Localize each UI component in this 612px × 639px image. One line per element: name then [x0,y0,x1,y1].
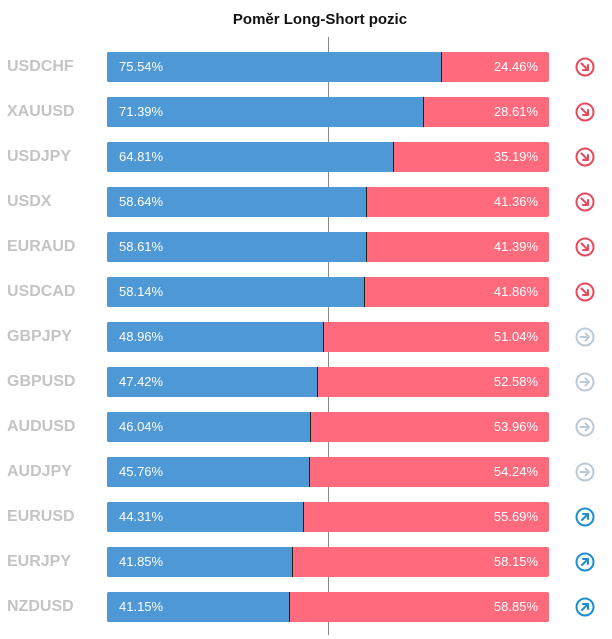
pair-row: EURUSD 44.31% 55.69% [0,500,612,534]
pair-symbol: USDCHF [7,58,74,75]
ratio-bar: 71.39% 28.61% [107,97,549,127]
long-segment [107,52,441,82]
short-percent-label: 51.04% [493,329,538,344]
long-segment [107,412,311,442]
ratio-bar: 44.31% 55.69% [107,502,549,532]
long-percent-label: 64.81% [119,149,164,164]
down-arrow-icon [575,102,595,122]
right-arrow-icon [575,462,595,482]
ratio-bar: 58.64% 41.36% [107,187,549,217]
up-arrow-icon [575,507,595,527]
pair-row: AUDUSD 46.04% 53.96% [0,410,612,444]
short-percent-label: 52.58% [493,374,538,389]
short-percent-label: 55.69% [493,509,538,524]
short-percent-label: 35.19% [493,149,538,164]
down-arrow-icon [575,282,595,302]
ratio-bar: 75.54% 24.46% [107,52,549,82]
down-arrow-icon [575,192,595,212]
pair-row: NZDUSD 41.15% 58.85% [0,590,612,624]
pair-row: USDCAD 58.14% 41.86% [0,275,612,309]
long-percent-label: 48.96% [119,329,164,344]
pair-symbol: USDJPY [7,148,72,165]
long-percent-label: 44.31% [119,509,164,524]
long-segment [107,277,364,307]
ratio-bar: 58.14% 41.86% [107,277,549,307]
pair-row: AUDJPY 45.76% 54.24% [0,455,612,489]
ratio-bar: 64.81% 35.19% [107,142,549,172]
long-percent-label: 58.14% [119,284,164,299]
ratio-bar: 58.61% 41.39% [107,232,549,262]
pair-row: EURJPY 41.85% 58.15% [0,545,612,579]
short-percent-label: 41.86% [493,284,538,299]
short-percent-label: 58.85% [493,599,538,614]
pair-symbol: EURUSD [7,508,75,525]
down-arrow-icon [575,237,595,257]
long-percent-label: 71.39% [119,104,164,119]
long-segment [107,367,317,397]
pair-symbol: AUDJPY [7,463,72,480]
pair-symbol: EURJPY [7,553,72,570]
long-segment [107,457,310,487]
pair-row: USDJPY 64.81% 35.19% [0,140,612,174]
ratio-bar: 47.42% 52.58% [107,367,549,397]
long-segment [107,187,367,217]
down-arrow-icon [575,147,595,167]
long-percent-label: 41.15% [119,599,164,614]
short-percent-label: 41.39% [493,239,538,254]
short-percent-label: 41.36% [493,194,538,209]
pair-row: USDCHF 75.54% 24.46% [0,50,612,84]
ratio-bar: 46.04% 53.96% [107,412,549,442]
long-segment [107,232,367,262]
long-percent-label: 41.85% [119,554,164,569]
up-arrow-icon [575,597,595,617]
pair-symbol: USDX [7,193,52,210]
pair-symbol: AUDUSD [7,418,76,435]
right-arrow-icon [575,327,595,347]
long-segment [107,97,423,127]
long-percent-label: 58.61% [119,239,164,254]
pair-row: GBPUSD 47.42% 52.58% [0,365,612,399]
long-segment [107,502,303,532]
long-segment [107,142,394,172]
pair-symbol: NZDUSD [7,598,74,615]
up-arrow-icon [575,552,595,572]
long-segment [107,322,324,352]
long-percent-label: 58.64% [119,194,164,209]
pair-symbol: EURAUD [7,238,76,255]
ratio-bar: 48.96% 51.04% [107,322,549,352]
long-segment [107,592,289,622]
long-segment [107,547,292,577]
pair-row: XAUUSD 71.39% 28.61% [0,95,612,129]
short-percent-label: 58.15% [493,554,538,569]
long-percent-label: 47.42% [119,374,164,389]
right-arrow-icon [575,417,595,437]
pair-symbol: XAUUSD [7,103,75,120]
short-percent-label: 53.96% [493,419,538,434]
pair-symbol: USDCAD [7,283,76,300]
long-percent-label: 75.54% [119,59,164,74]
pair-row: USDX 58.64% 41.36% [0,185,612,219]
down-arrow-icon [575,57,595,77]
ratio-bar: 45.76% 54.24% [107,457,549,487]
ratio-bar: 41.85% 58.15% [107,547,549,577]
pair-symbol: GBPUSD [7,373,76,390]
short-percent-label: 28.61% [493,104,538,119]
pair-row: EURAUD 58.61% 41.39% [0,230,612,264]
short-percent-label: 54.24% [493,464,538,479]
long-percent-label: 46.04% [119,419,164,434]
ratio-bar: 41.15% 58.85% [107,592,549,622]
pair-symbol: GBPJPY [7,328,72,345]
long-percent-label: 45.76% [119,464,164,479]
right-arrow-icon [575,372,595,392]
chart-title: Poměr Long-Short pozic [232,11,408,28]
pair-row: GBPJPY 48.96% 51.04% [0,320,612,354]
short-percent-label: 24.46% [493,59,538,74]
